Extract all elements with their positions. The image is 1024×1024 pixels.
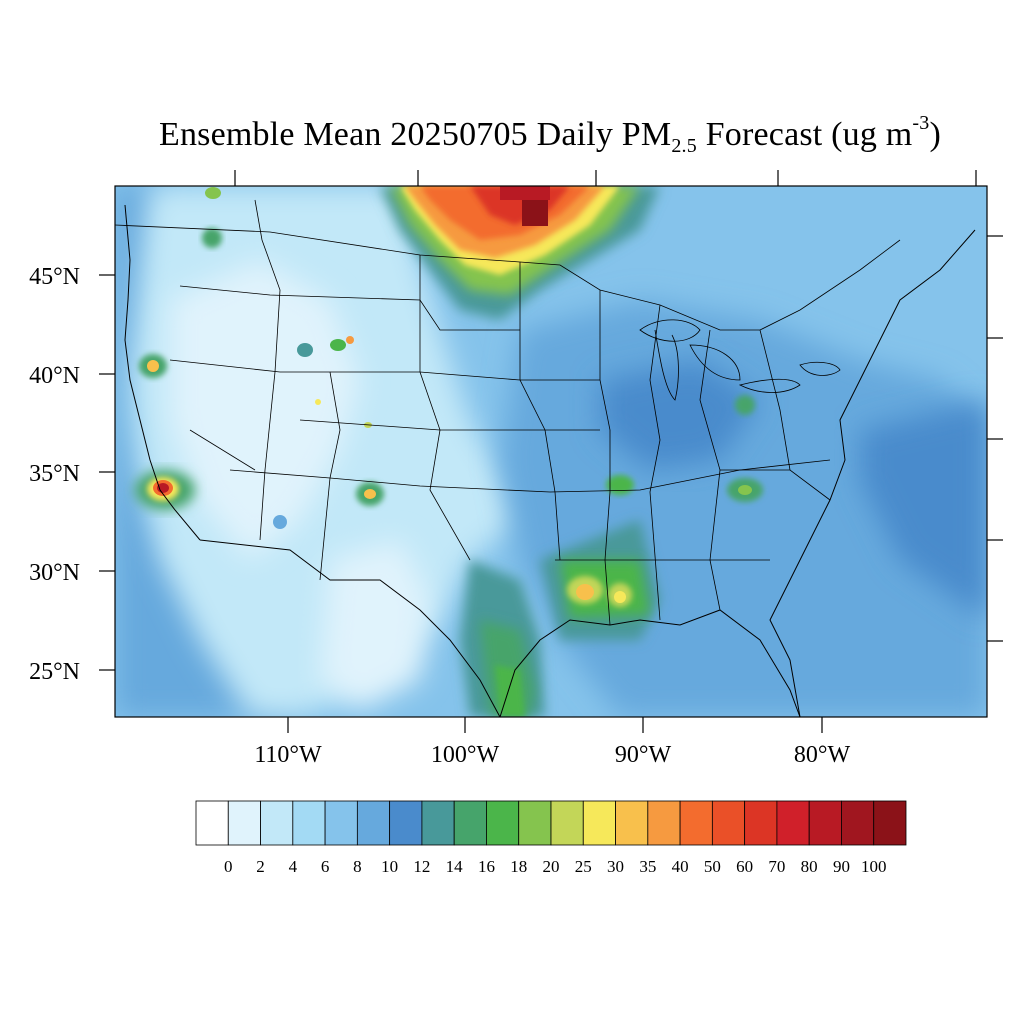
colorbar-label: 10 [381, 857, 398, 876]
colorbar-label: 35 [639, 857, 656, 876]
colorbar-swatch [389, 800, 423, 846]
colorbar-swatch [227, 800, 261, 846]
colorbar-label: 70 [768, 857, 785, 876]
map-title: Ensemble Mean 20250705 Daily PM2.5 Forec… [0, 112, 1024, 158]
colorbar-swatch [486, 800, 520, 846]
colorbar-swatch [679, 800, 713, 846]
colorbar [195, 800, 907, 846]
title-prefix: Ensemble Mean 20250705 Daily PM [158, 116, 672, 153]
longitude-labels: 110°W 100°W 90°W 80°W [254, 742, 850, 768]
colorbar-label: 30 [607, 857, 624, 876]
lat-label-35: 35°N [29, 461, 80, 487]
colorbar-label: 2 [256, 857, 265, 876]
colorbar-label: 16 [478, 857, 495, 876]
colorbar-swatch [453, 800, 487, 846]
colorbar-swatch [647, 800, 681, 846]
right-tick-marks [987, 235, 1003, 642]
colorbar-label: 40 [672, 857, 689, 876]
colorbar-swatch [356, 800, 391, 846]
colorbar-swatch [324, 800, 358, 846]
colorbar-swatch [711, 800, 746, 846]
colorbar-label: 90 [833, 857, 850, 876]
colorbar-label: 20 [543, 857, 560, 876]
colorbar-label: 25 [575, 857, 592, 876]
bottom-tick-marks [287, 717, 823, 733]
colorbar-label: 8 [353, 857, 362, 876]
lon-label-110: 110°W [254, 742, 322, 768]
title-superscript: -3 [912, 112, 930, 134]
pm25-field [115, 186, 987, 717]
colorbar-swatch [615, 800, 649, 846]
colorbar-label: 18 [510, 857, 527, 876]
lon-label-90: 90°W [615, 742, 672, 768]
colorbar-swatch [550, 800, 584, 846]
colorbar-label: 50 [704, 857, 721, 876]
colorbar-label: 100 [861, 857, 887, 876]
lat-label-45: 45°N [29, 264, 80, 290]
lon-label-80: 80°W [794, 742, 851, 768]
lon-label-100: 100°W [431, 742, 500, 768]
colorbar-labels: 0 2 4 6 8 10 12 14 16 18 20 25 30 35 40 50 60 70 80 90 100 [224, 857, 886, 876]
colorbar-label: 14 [446, 857, 464, 876]
lat-label-30: 30°N [29, 560, 80, 586]
colorbar-label: 60 [736, 857, 753, 876]
map-frame [114, 185, 988, 718]
colorbar-swatch [873, 800, 907, 846]
colorbar-label: 4 [289, 857, 298, 876]
colorbar-label: 0 [224, 857, 233, 876]
colorbar-swatch [260, 800, 294, 846]
colorbar-swatch [744, 800, 778, 846]
colorbar-swatch [582, 800, 616, 846]
lat-label-40: 40°N [29, 363, 80, 389]
colorbar-swatch [841, 800, 875, 846]
left-tick-marks [99, 274, 115, 671]
colorbar-label: 12 [413, 857, 430, 876]
lat-label-25: 25°N [29, 659, 80, 685]
colorbar-swatch [808, 800, 842, 846]
latitude-labels: 45°N 40°N 35°N 30°N 25°N [29, 264, 80, 685]
title-suffix: ) [929, 116, 942, 153]
colorbar-label: 6 [321, 857, 330, 876]
top-tick-marks [234, 170, 977, 186]
colorbar-swatch [776, 800, 810, 846]
state-boundaries [115, 199, 976, 717]
title-subscript: 2.5 [671, 135, 697, 157]
colorbar-swatch [292, 800, 326, 846]
colorbar-swatch [421, 800, 455, 846]
title-middle: Forecast (ug m [696, 116, 913, 153]
colorbar-swatch [195, 800, 229, 846]
colorbar-swatch [518, 800, 552, 846]
colorbar-label: 80 [801, 857, 818, 876]
